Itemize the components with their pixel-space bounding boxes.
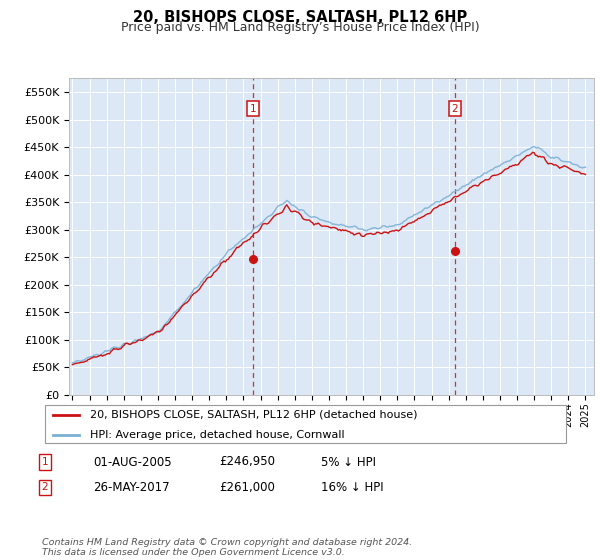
Text: 1: 1 bbox=[41, 457, 49, 467]
Text: HPI: Average price, detached house, Cornwall: HPI: Average price, detached house, Corn… bbox=[89, 430, 344, 440]
Text: 26-MAY-2017: 26-MAY-2017 bbox=[93, 480, 170, 494]
Text: Contains HM Land Registry data © Crown copyright and database right 2024.
This d: Contains HM Land Registry data © Crown c… bbox=[42, 538, 412, 557]
Text: Price paid vs. HM Land Registry’s House Price Index (HPI): Price paid vs. HM Land Registry’s House … bbox=[121, 21, 479, 34]
Text: 5% ↓ HPI: 5% ↓ HPI bbox=[321, 455, 376, 469]
Text: 20, BISHOPS CLOSE, SALTASH, PL12 6HP: 20, BISHOPS CLOSE, SALTASH, PL12 6HP bbox=[133, 10, 467, 25]
Text: 16% ↓ HPI: 16% ↓ HPI bbox=[321, 480, 383, 494]
Text: 20, BISHOPS CLOSE, SALTASH, PL12 6HP (detached house): 20, BISHOPS CLOSE, SALTASH, PL12 6HP (de… bbox=[89, 410, 417, 420]
Text: 2: 2 bbox=[41, 482, 49, 492]
Text: 01-AUG-2005: 01-AUG-2005 bbox=[93, 455, 172, 469]
FancyBboxPatch shape bbox=[44, 405, 566, 443]
Text: £261,000: £261,000 bbox=[219, 480, 275, 494]
Text: £246,950: £246,950 bbox=[219, 455, 275, 469]
Text: 1: 1 bbox=[250, 104, 257, 114]
Text: 2: 2 bbox=[452, 104, 458, 114]
